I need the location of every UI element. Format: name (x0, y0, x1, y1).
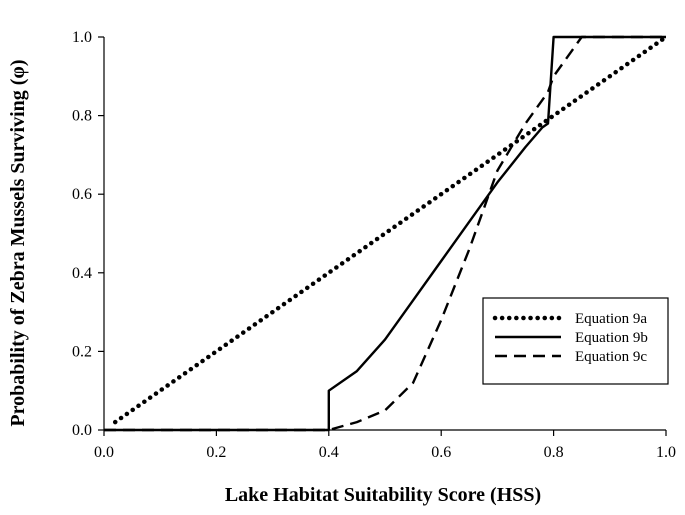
series-line-equation-9a (112, 34, 669, 425)
x-tick-label: 1.0 (656, 444, 676, 461)
x-tick-label: 0.6 (431, 444, 451, 461)
series-layer (104, 34, 669, 432)
x-tick-label: 0.2 (206, 444, 226, 461)
x-axis-title: Lake Habitat Suitability Score (HSS) (225, 484, 541, 506)
x-tick-label: 0.4 (319, 444, 339, 461)
x-tick-label: 0.0 (94, 444, 114, 461)
axes: 0.0 0.2 0.4 0.6 0.8 1.0 0.0 0.2 0.4 0.6 0.8 1.0 (72, 29, 676, 461)
y-tick-label: 1.0 (72, 29, 92, 46)
x-tick-label: 0.8 (544, 444, 564, 461)
y-tick-label: 0.2 (72, 343, 92, 360)
legend-label: Equation 9b (575, 330, 648, 346)
y-tick-label: 0.0 (72, 422, 92, 439)
y-tick-label: 0.6 (72, 186, 92, 203)
y-tick-label: 0.8 (72, 108, 92, 125)
legend: Equation 9a Equation 9b Equation 9c (482, 297, 669, 385)
y-tick-label: 0.4 (72, 265, 92, 282)
legend-label: Equation 9c (575, 349, 647, 365)
legend-label: Equation 9a (575, 311, 647, 327)
y-axis-title: Probability of Zebra Mussels Surviving (… (7, 59, 29, 426)
series-line-equation-9b (104, 35, 666, 432)
legend-box (482, 297, 669, 385)
